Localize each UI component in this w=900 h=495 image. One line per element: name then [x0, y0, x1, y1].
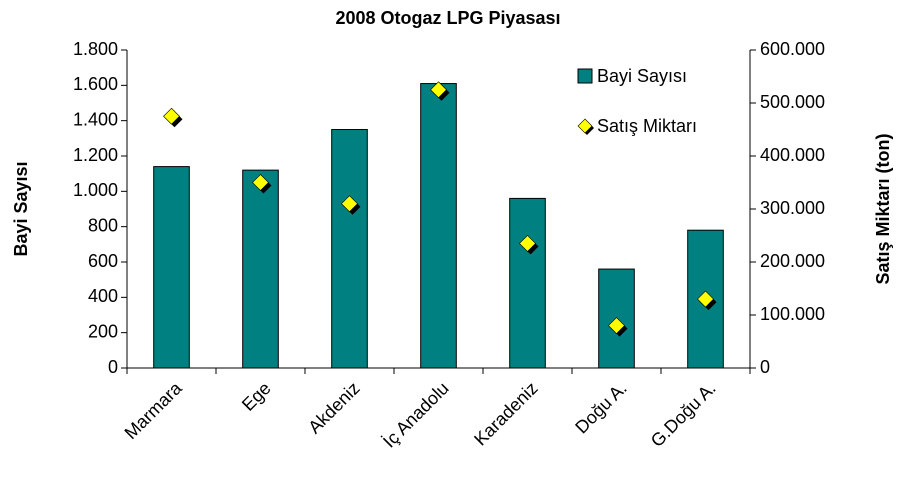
- y-tick-label: 1.800: [73, 39, 118, 59]
- y-tick-label: 600: [88, 251, 118, 271]
- x-tick-label: Doğu A.: [571, 378, 630, 437]
- marker: [163, 107, 180, 125]
- chart-title: 2008 Otogaz LPG Piyasası: [335, 8, 560, 28]
- y-tick-label: 1.000: [73, 180, 118, 200]
- x-tick-label: G.Doğu A.: [647, 378, 720, 451]
- legend-swatch: [577, 118, 593, 134]
- y2-tick-label: 400.000: [760, 145, 825, 165]
- marker: [430, 81, 447, 99]
- y-tick-label: 1.400: [73, 109, 118, 129]
- y2-tick-label: 600.000: [760, 39, 825, 59]
- x-tick-label: Karadeniz: [470, 378, 541, 449]
- marker: [697, 290, 714, 308]
- y-tick-label: 0: [108, 357, 118, 377]
- y2-axis-title: Satış Miktarı (ton): [873, 133, 893, 284]
- marker: [608, 317, 625, 335]
- legend-label: Satış Miktarı: [597, 116, 697, 136]
- bar: [242, 169, 279, 369]
- x-tick-label: İç Anadolu: [379, 378, 453, 452]
- y-tick-label: 200: [88, 321, 118, 341]
- x-tick-label: Ege: [238, 378, 275, 415]
- y-tick-label: 400: [88, 286, 118, 306]
- y2-tick-label: 300.000: [760, 198, 825, 218]
- marker: [519, 235, 536, 252]
- bar: [153, 166, 190, 369]
- y2-tick-label: 100.000: [760, 304, 825, 324]
- marker: [341, 195, 358, 213]
- y-axis-title: Bayi Sayısı: [11, 161, 31, 256]
- y-tick-label: 800: [88, 215, 118, 235]
- y2-tick-label: 500.000: [760, 92, 825, 112]
- bar: [331, 129, 368, 369]
- bar: [420, 83, 457, 369]
- y-tick-label: 1.200: [73, 145, 118, 165]
- bar: [509, 197, 546, 369]
- y2-tick-label: 200.000: [760, 251, 825, 271]
- y2-tick-label: 0: [760, 357, 770, 377]
- legend-label: Bayi Sayısı: [597, 66, 687, 86]
- legend-swatch: [577, 68, 593, 84]
- marker: [252, 174, 269, 191]
- y-tick-label: 1.600: [73, 74, 118, 94]
- x-tick-label: Akdeniz: [304, 378, 363, 437]
- x-tick-label: Marmara: [121, 377, 187, 443]
